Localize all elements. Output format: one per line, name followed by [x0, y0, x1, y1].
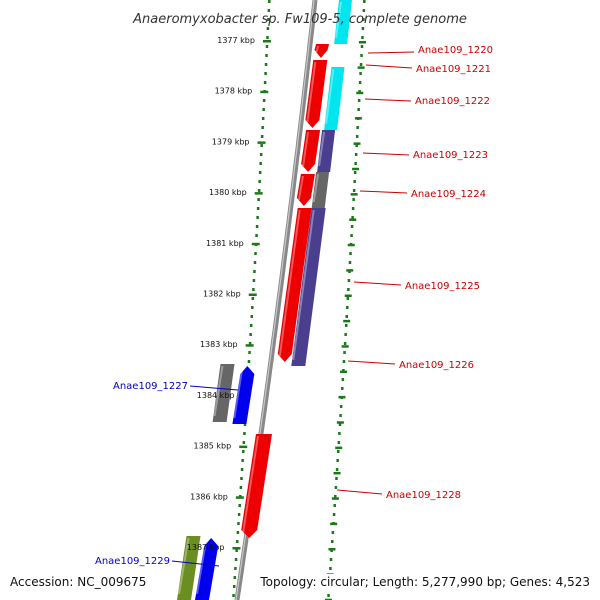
gene-anae109-1229-olive[interactable]: [177, 536, 201, 600]
gene-labels: Anae109_1220 Anae109_1221 Anae109_1222 Anae…: [95, 45, 493, 567]
gene-features: [177, 0, 352, 600]
gene-anae109-1228-highlight: [242, 436, 259, 532]
gene-label[interactable]: Anae109_1229: [95, 556, 170, 567]
gene-label-leader: [359, 190, 408, 194]
kbp-tick-label: 1382 kbp: [203, 290, 241, 299]
gene-label-leader: [364, 98, 412, 102]
gene-label[interactable]: Anae109_1222: [415, 96, 490, 107]
kbp-rulers: [232, 0, 366, 600]
kbp-tick-mark: [262, 40, 271, 43]
gene-label[interactable]: Anae109_1224: [411, 189, 486, 200]
kbp-tick-mark: [245, 344, 254, 347]
kbp-tick-label: 1378 kbp: [215, 87, 253, 96]
gene-anae109-1224[interactable]: [296, 174, 315, 206]
gene-label-leader: [362, 152, 410, 156]
kbp-tick-label: 1386 kbp: [190, 492, 228, 501]
kbp-tick-label: 1385 kbp: [194, 442, 232, 451]
kbp-tick-mark: [239, 445, 248, 449]
kbp-tick-label: 1384 kbp: [197, 391, 235, 400]
kbp-tick-label: 1381 kbp: [206, 239, 244, 248]
gene-label[interactable]: Anae109_1223: [413, 150, 488, 161]
kbp-tick-label: 1377 kbp: [217, 36, 255, 45]
kbp-tick-label: 1387 kbp: [187, 543, 225, 552]
gene-label-leader: [367, 51, 415, 54]
gene-anae109-1221-highlight: [306, 62, 317, 122]
kbp-tick-mark: [248, 293, 257, 296]
gene-anae109-1227[interactable]: [232, 366, 255, 424]
gene-anae109-1224-highlight: [297, 176, 304, 200]
gene-label[interactable]: Anae109_1226: [399, 360, 474, 371]
gene-label-leader: [365, 64, 413, 69]
kbp-tick-mark: [254, 192, 263, 195]
kbp-tick-mark: [232, 547, 241, 550]
gene-anae109-1223b-highlight: [318, 132, 326, 166]
gene-anae109-1225-highlight: [278, 210, 301, 356]
gene-anae109-1223[interactable]: [301, 130, 321, 172]
gene-label[interactable]: Anae109_1227: [113, 381, 188, 392]
kbp-tick-mark: [260, 90, 269, 94]
kbp-tick-label: 1380 kbp: [209, 188, 247, 197]
gene-anae109-1221[interactable]: [305, 60, 328, 128]
gene-anae109-1229[interactable]: [195, 538, 219, 600]
kbp-tick-mark: [257, 141, 266, 144]
gene-anae109-1229-highlight: [196, 540, 208, 594]
gene-label[interactable]: Anae109_1225: [405, 281, 480, 292]
gene-anae109-1222-highlight: [325, 69, 335, 124]
kbp-tick-label: 1379 kbp: [212, 137, 250, 146]
map-title: Anaeromyxobacter sp. Fw109-5, complete g…: [132, 12, 467, 27]
gene-anae109-1220b[interactable]: [334, 0, 352, 44]
kbp-tick-label: 1383 kbp: [200, 340, 238, 349]
kbp-tick-mark: [235, 496, 244, 499]
accession-text: Accession: NC_009675: [8, 574, 149, 590]
gene-label-leader: [347, 360, 396, 365]
gene-anae109-1223-highlight: [302, 132, 310, 166]
gene-anae109-1220b-highlight: [335, 2, 342, 38]
gene-label[interactable]: Anae109_1228: [386, 490, 461, 501]
gene-anae109-1226[interactable]: [291, 208, 326, 366]
gene-label[interactable]: Anae109_1220: [418, 45, 493, 56]
gene-label-leader: [171, 560, 220, 567]
gene-label[interactable]: Anae109_1221: [416, 64, 491, 75]
gene-anae109-1227-gray[interactable]: [212, 364, 235, 422]
topology-text: Topology: circular; Length: 5,277,990 bp…: [258, 574, 592, 590]
kbp-tick-labels: 1377 kbp 1378 kbp 1379 kbp 1380 kbp 1381 kbp…: [187, 36, 255, 552]
gene-label-leader: [336, 489, 383, 495]
kbp-tick-mark: [251, 242, 260, 246]
gene-anae109-1227-highlight: [233, 368, 244, 418]
gene-anae109-1228[interactable]: [241, 434, 272, 538]
gene-anae109-1229-olive-highlight: [178, 538, 190, 594]
gene-anae109-1220[interactable]: [314, 44, 330, 58]
gene-anae109-1224b-highlight: [312, 174, 320, 202]
gene-anae109-1226-highlight: [292, 210, 315, 360]
gene-anae109-1227-gray-highlight: [213, 366, 224, 416]
gene-label-leader: [189, 385, 239, 391]
gene-anae109-1223b[interactable]: [317, 130, 336, 172]
gene-anae109-1222[interactable]: [324, 67, 345, 130]
gene-anae109-1220-highlight: [315, 46, 320, 52]
gene-anae109-1224b[interactable]: [311, 172, 330, 208]
gene-anae109-1225[interactable]: [277, 208, 312, 362]
gene-label-leader: [353, 281, 402, 286]
